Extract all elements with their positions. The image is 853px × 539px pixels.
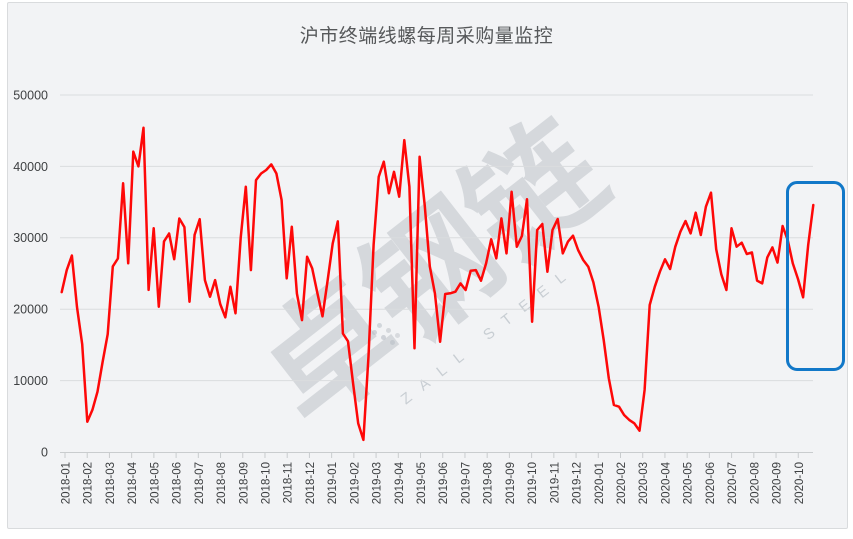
highlight-box — [786, 181, 845, 371]
chart-title: 沪市终端线螺每周采购量监控 — [299, 26, 554, 47]
watermark-dots — [372, 330, 377, 335]
chart-panel — [7, 2, 848, 529]
